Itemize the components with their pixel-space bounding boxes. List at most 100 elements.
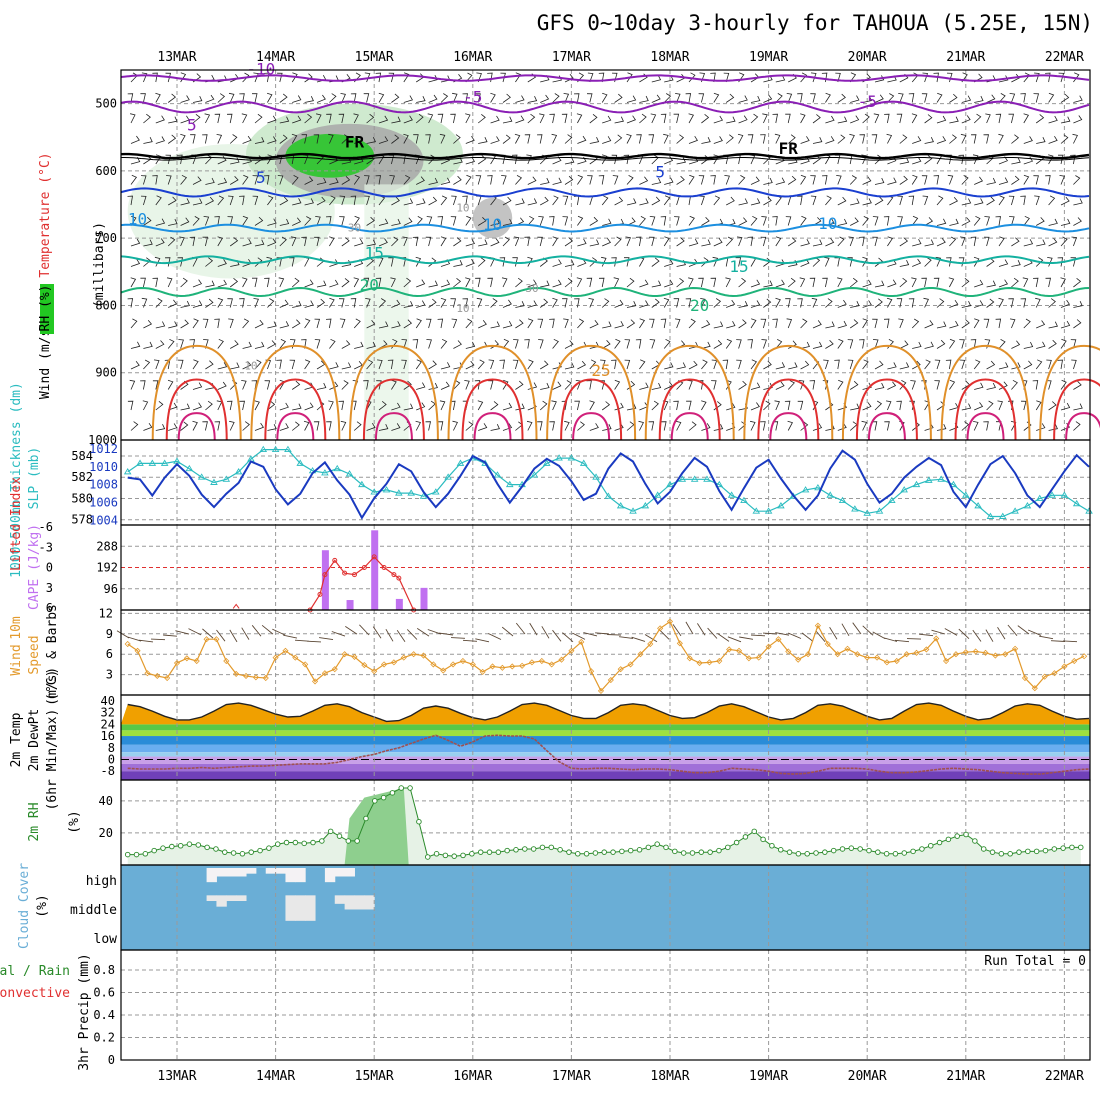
rh-point (548, 844, 555, 851)
contour-label: 20 (360, 276, 379, 295)
temp-contour-loop (151, 344, 242, 441)
tick-label: 96 (104, 582, 118, 596)
wind-speed-point (568, 647, 575, 654)
rh-point (380, 794, 387, 801)
thickness-point (1060, 491, 1069, 498)
thickness-point (123, 468, 132, 475)
lifted-index-point (371, 554, 377, 560)
freezing-level-contour (120, 152, 1090, 160)
rh-point (1025, 848, 1031, 855)
lifted-index-series (309, 556, 415, 611)
upper-air-panel: 500 600 700 800 900 1000 -10 -5 5 -5 FR FR 5 5 10 10 10 1… (38, 60, 1100, 447)
rh-point (583, 851, 590, 857)
contour-label: 10 (483, 215, 502, 234)
wind-speed-point (469, 661, 476, 668)
wind-speed-point (410, 651, 417, 658)
bottom-date-axis: 13MAR 14MAR 15MAR 16MAR 17MAR 18MAR 19MAR 20MAR… (157, 1069, 1084, 1084)
temp-contour-loop (743, 344, 834, 441)
middle-cloud-bar (206, 895, 217, 901)
wind-speed-point (351, 653, 358, 660)
wind-speed-point (173, 659, 181, 667)
wind-speed-point (676, 640, 683, 647)
wind-speed-point (1071, 657, 1078, 665)
panel-frames (120, 69, 1091, 1061)
temp-contour-loop (670, 412, 709, 441)
temp-contour-loop (264, 378, 327, 441)
thickness-point (863, 509, 871, 516)
wind-speed-point (735, 647, 743, 654)
rh-point (407, 785, 413, 791)
thickness-point (148, 459, 157, 466)
thickness-point (937, 475, 945, 482)
thickness-point (370, 488, 378, 495)
temp-contour-loop (940, 344, 1031, 441)
wind-speed-point (686, 655, 693, 662)
wind-speed-point (657, 625, 664, 632)
rh-point (751, 828, 758, 835)
thickness-point (629, 507, 637, 514)
thickness-point (826, 491, 835, 498)
rh2m-axis-label: (%) (67, 810, 82, 833)
thickness-point (419, 492, 428, 499)
cloud-cover-panel: high middle low Cloud Cover (%) (17, 863, 1090, 950)
tick-label: 700 (95, 231, 117, 245)
rh-point (980, 846, 987, 852)
rh-point (389, 790, 396, 796)
wind-speed-point (647, 640, 654, 648)
date-tick-label: 18MAR (650, 50, 689, 65)
tick-label: 578 (71, 513, 93, 527)
tick-label: 1008 (89, 478, 118, 492)
wind-speed-point (558, 656, 565, 663)
rh-point (998, 851, 1005, 857)
contour-label: -5 (463, 87, 482, 106)
contour-label: -5 (858, 92, 877, 111)
wind-speed-point (745, 655, 752, 662)
rh-point (204, 844, 210, 851)
thickness-point (333, 464, 342, 472)
wind-speed-point (578, 638, 585, 646)
middle-cloud-bar (295, 895, 306, 921)
wind-speed-point (499, 664, 506, 671)
thickness-point (592, 473, 600, 480)
rh-point (522, 846, 528, 852)
temp-contour-loop (769, 412, 808, 441)
temp-contour-loop (374, 412, 413, 441)
lifted-index-point (322, 572, 328, 578)
thickness-point (814, 483, 822, 491)
wind-speed-point (361, 662, 368, 669)
tick-label: 3 (46, 581, 53, 595)
thickness-point (690, 475, 699, 482)
thickness-point (764, 507, 773, 514)
contour-label: 10 (244, 359, 257, 372)
lifted-index-point (381, 565, 387, 570)
rh-point (848, 845, 855, 851)
temp-contour-loop (572, 412, 611, 441)
rh-point (433, 851, 440, 857)
wind-speed-point (903, 651, 910, 658)
thickness-point (888, 496, 896, 504)
wind-speed-point (538, 657, 545, 665)
high-cloud-bar (246, 868, 257, 874)
rh-point (725, 844, 731, 851)
slp-thickness-panel: 584 582 580 578 1012 1010 1008 1006 1004 1000~500… (9, 382, 1093, 578)
rh-point (124, 851, 131, 858)
rh-point (769, 843, 775, 849)
slp-axis-label: SLP (mb) (27, 447, 42, 510)
rh-point (398, 785, 405, 791)
date-tick-label: 21MAR (946, 1069, 985, 1084)
tick-label: 1010 (89, 460, 118, 474)
rh-point (716, 847, 722, 854)
wind-speed-point (607, 676, 614, 684)
rh-point (266, 845, 272, 851)
rh-point (627, 847, 634, 854)
temp-contour-loop (473, 412, 512, 441)
wind-speed-point (982, 649, 989, 656)
high-cloud-bar (265, 868, 277, 874)
wind-speed-point (597, 687, 605, 694)
rh-point (142, 851, 149, 857)
wind-speed-point (203, 636, 210, 643)
rh-point (839, 846, 846, 852)
date-tick-label: 15MAR (355, 50, 394, 65)
rh-point (707, 849, 713, 855)
